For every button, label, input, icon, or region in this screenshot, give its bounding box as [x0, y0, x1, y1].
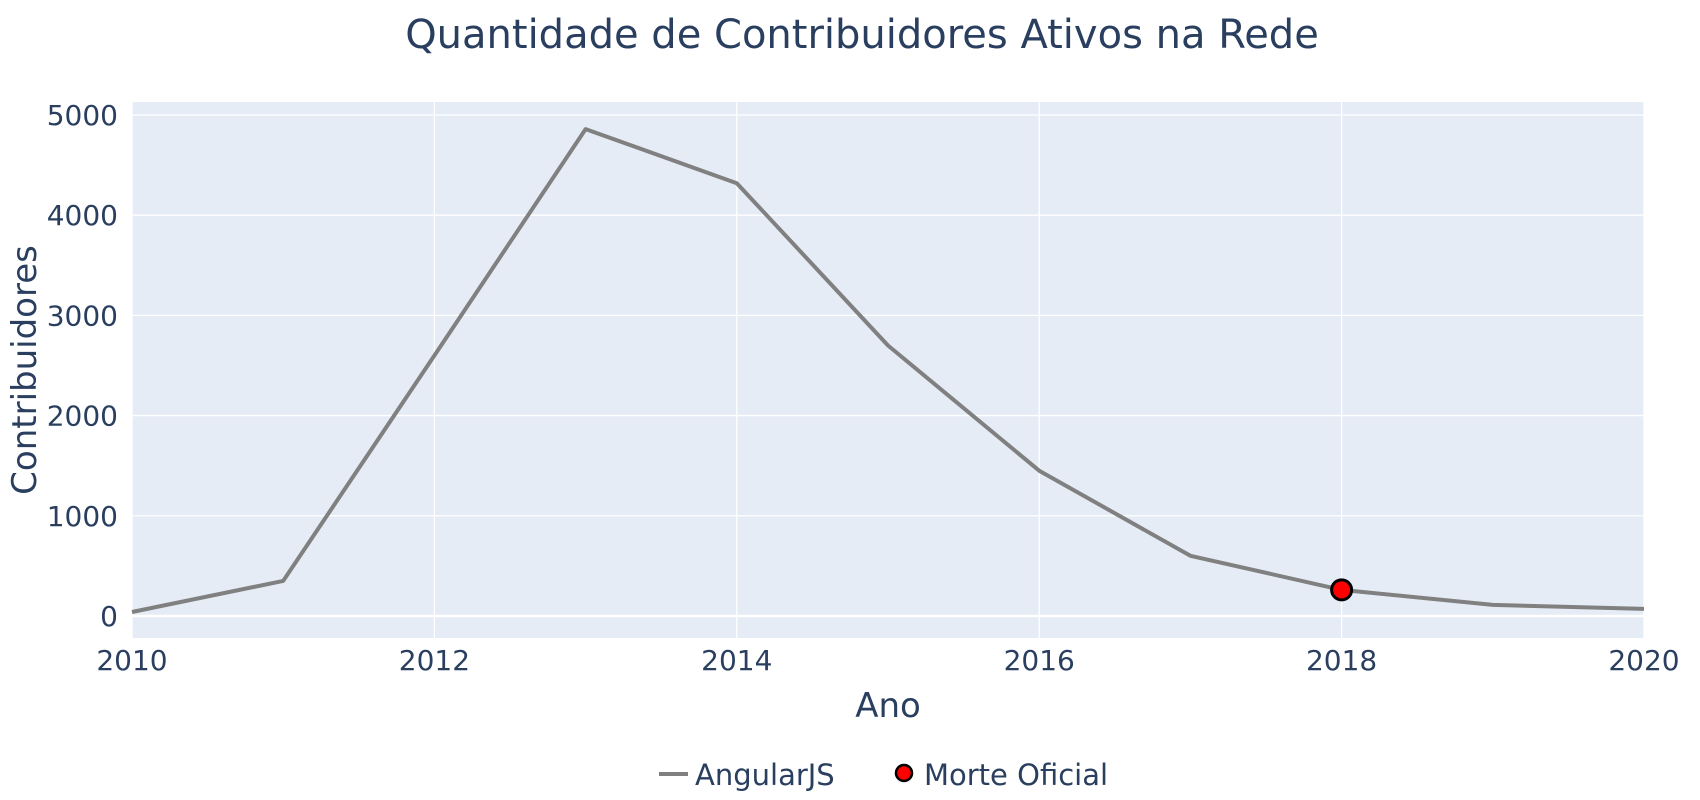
x-axis-title: Ano — [855, 686, 921, 726]
y-tick-label: 5000 — [47, 99, 118, 132]
marker-morte-oficial — [1330, 578, 1354, 602]
chart-title: Quantidade de Contribuidores Ativos na R… — [405, 12, 1319, 58]
grid-lines — [131, 102, 1645, 638]
legend-label-angularjs: AngularJS — [695, 758, 835, 792]
legend-swatch-morte-oficial — [894, 763, 914, 783]
y-axis-title: Contribuidores — [5, 245, 45, 495]
y-tick-label: 4000 — [47, 199, 118, 232]
legend-label-morte-oficial: Morte Oficial — [924, 758, 1108, 792]
x-tick-label: 2012 — [399, 644, 470, 677]
x-tick-label: 2016 — [1004, 644, 1075, 677]
x-tick-label: 2010 — [96, 644, 167, 677]
x-tick-label: 2014 — [701, 644, 772, 677]
y-tick-label: 3000 — [47, 299, 118, 332]
plot-area — [132, 102, 1644, 638]
y-tick-label: 1000 — [47, 500, 118, 533]
y-tick-label: 0 — [100, 600, 118, 633]
legend: AngularJS Morte Oficial — [659, 758, 1108, 792]
series-line-angularjs — [131, 127, 1645, 614]
y-axis-ticks: 0 1000 2000 3000 4000 5000 — [47, 99, 118, 633]
series-layer — [131, 127, 1645, 614]
x-tick-label: 2018 — [1306, 644, 1377, 677]
x-tick-label: 2020 — [1608, 644, 1679, 677]
y-tick-label: 2000 — [47, 400, 118, 433]
x-axis-ticks: 2010 2012 2014 2016 2018 2020 — [96, 644, 1679, 677]
